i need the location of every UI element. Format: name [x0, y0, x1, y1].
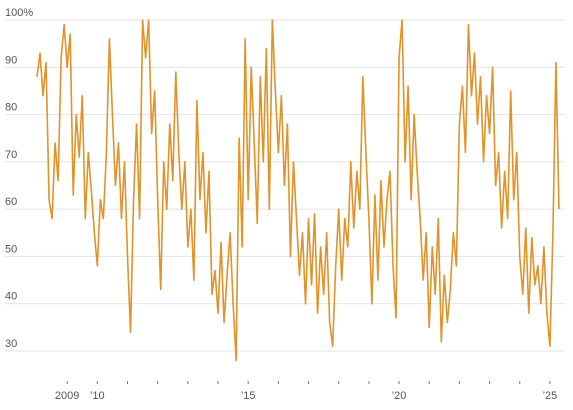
- x-tick-label: ’20: [392, 390, 407, 402]
- y-tick-label: 90: [5, 54, 17, 66]
- x-tick-label: ’10: [90, 390, 105, 402]
- y-tick-label: 50: [5, 243, 17, 255]
- x-tick-label: ’15: [241, 390, 256, 402]
- y-tick-label: 100%: [5, 7, 33, 19]
- y-tick-label: 80: [5, 102, 17, 114]
- y-tick-label: 60: [5, 196, 17, 208]
- y-tick-label: 70: [5, 149, 17, 161]
- x-tick-label: 2009: [55, 390, 79, 402]
- x-tick-label: ’25: [543, 390, 558, 402]
- data-line: [36, 19, 560, 362]
- y-tick-label: 30: [5, 338, 17, 350]
- y-tick-label: 40: [5, 291, 17, 303]
